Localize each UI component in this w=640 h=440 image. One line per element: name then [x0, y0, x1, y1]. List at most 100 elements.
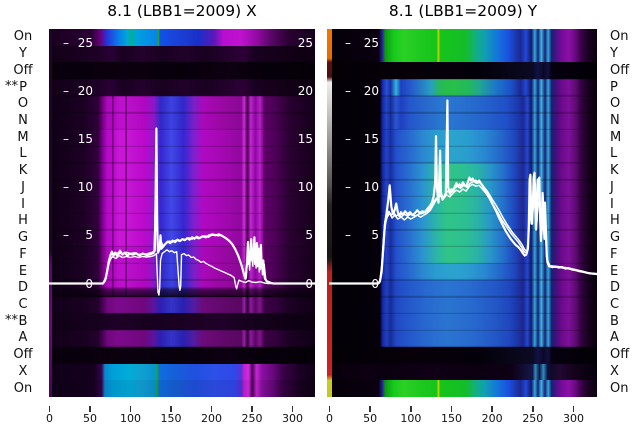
y-tick-number: 20	[77, 83, 93, 98]
y-tick-label-left-10: –10	[49, 180, 109, 194]
profile-curves-x	[49, 127, 315, 296]
row-label-right-b-17: B	[610, 313, 619, 329]
row-label-left-a-18: A	[18, 330, 28, 346]
row-label-right-n-5: N	[610, 113, 620, 128]
x-tick-mark-x-150	[170, 406, 172, 412]
row-label-left-j-9: J	[21, 179, 25, 195]
row-label-right-h-11: H	[610, 213, 620, 229]
y-tick-label-right-20: 20	[297, 83, 313, 98]
x-tick-mark-x-250	[251, 406, 253, 412]
row-label-left-m-6: M	[17, 129, 29, 145]
row-label-left-d-15: D	[17, 280, 28, 296]
y-tick-number: 0	[85, 276, 93, 291]
row-label-right-i-10: I	[610, 196, 614, 212]
y-tick-dash: –	[345, 132, 351, 147]
panel-x-edge-column	[49, 29, 52, 397]
heatmap-row-m-6	[49, 129, 315, 147]
heatmap-row-x-20	[49, 363, 315, 381]
x-tick-label-y-150: 150	[440, 412, 462, 425]
heatmap-row-b-17	[329, 313, 597, 331]
y-tick-number: 15	[363, 132, 379, 147]
x-tick-label-y-250: 250	[522, 412, 544, 425]
row-label-left-x-20: X	[18, 363, 28, 379]
row-label-right-k-8: K	[610, 163, 619, 179]
row-label-left-b-17: B	[18, 313, 28, 329]
x-tick-label-x-100: 100	[120, 412, 141, 425]
heatmap-row-off-19	[49, 346, 315, 365]
x-tick-label-y-100: 100	[400, 412, 422, 425]
x-tick-mark-x-300	[291, 406, 294, 412]
heatmap-row-g-12	[329, 229, 597, 248]
heatmap-row-p-3	[329, 79, 597, 97]
x-tick-mark-x-0	[48, 406, 51, 412]
x-tick-label-x-200: 200	[201, 412, 222, 425]
x-tick-label-y-300: 300	[562, 412, 584, 425]
x-tick-mark-y-250	[532, 406, 534, 412]
y-tick-number: 25	[77, 35, 93, 50]
y-tick-number: 15	[77, 132, 93, 147]
heatmap-row-j-9	[49, 179, 315, 197]
x-tick-label-y-0: 0	[326, 412, 333, 425]
panel-x-heatmap: –25–20–15–10–5 0 25 20 15 10 5 0	[49, 29, 315, 397]
heatmap-row-on-0	[329, 29, 597, 47]
row-label-right-m-6: M	[610, 129, 622, 145]
row-label-right-on-21: On	[610, 380, 629, 396]
y-tick-label-right-25: 25	[297, 35, 313, 50]
x-tick-label-x-50: 50	[83, 412, 97, 425]
heatmap-row-c-16	[329, 296, 597, 314]
x-tick-label-x-150: 150	[160, 412, 182, 425]
row-label-right-p-3: P	[610, 79, 618, 95]
row-label-right-y-1: Y	[610, 46, 618, 62]
heatmap-row-x-20	[329, 363, 597, 381]
row-label-left-o-4: O	[17, 96, 29, 112]
y-tick-label-left-0: 0	[329, 277, 389, 291]
panel-x-title: 8.1 (LBB1=2009) X	[107, 2, 257, 20]
row-label-left-g-12: G	[17, 230, 29, 246]
x-tick-mark-x-50	[89, 406, 91, 412]
x-tick-label-y-50: 50	[363, 412, 378, 425]
y-tick-label-left-15: –15	[329, 132, 389, 146]
heatmap-row-p-3	[49, 79, 315, 97]
y-tick-dash: –	[63, 83, 69, 98]
x-tick-label-y-200: 200	[481, 412, 503, 425]
row-label-left-on-21: On	[13, 380, 33, 396]
y-tick-dash: –	[345, 228, 351, 243]
heatmap-row-f-13	[329, 246, 597, 264]
row-label-right-g-12: G	[610, 230, 621, 246]
row-label-right-c-16: C	[610, 297, 620, 312]
row-label-left-k-8: K	[18, 163, 28, 179]
x-tick-label-x-250: 250	[241, 412, 263, 425]
row-label-right-d-15: D	[610, 280, 621, 296]
row-label-left-f-13: F	[19, 246, 27, 262]
y-tick-label-left-20: –20	[49, 84, 109, 98]
y-tick-number: 20	[363, 83, 379, 98]
row-label-right-o-4: O	[610, 96, 621, 112]
row-label-left-e-14: E	[18, 263, 28, 279]
y-tick-dash: –	[345, 83, 351, 98]
y-tick-dash: –	[345, 180, 351, 195]
row-label-right-on-0: On	[610, 29, 629, 45]
y-tick-dash: –	[63, 35, 69, 50]
row-label-right-a-18: A	[610, 330, 619, 346]
y-tick-label-left-0: 0	[49, 277, 109, 291]
x-tick-label-x-300: 300	[282, 412, 303, 425]
y-tick-label-left-25: –25	[49, 36, 109, 50]
profile-trace-1	[329, 99, 597, 285]
heatmap-row-h-11	[49, 213, 315, 231]
y-tick-number: 10	[77, 180, 93, 195]
heatmap-row-e-14	[49, 263, 315, 281]
row-label-left-l-7: L	[19, 146, 27, 162]
y-tick-label-left-5: –5	[329, 228, 389, 242]
heatmap-row-c-16	[49, 296, 315, 314]
row-label-left-y-1: Y	[19, 46, 27, 62]
y-tick-label-left-25: –25	[329, 36, 389, 50]
y-tick-dash: –	[63, 228, 69, 243]
row-star-b: **	[5, 312, 18, 328]
heatmap-row-m-6	[329, 129, 597, 147]
profile-trace-1	[49, 127, 315, 285]
y-tick-label-right-0: 0	[305, 276, 313, 291]
y-tick-label-left-10: –10	[329, 180, 389, 194]
row-star-p: **	[5, 78, 18, 94]
heatmap-row-off-19	[329, 346, 597, 365]
row-label-right-e-14: E	[610, 263, 619, 279]
